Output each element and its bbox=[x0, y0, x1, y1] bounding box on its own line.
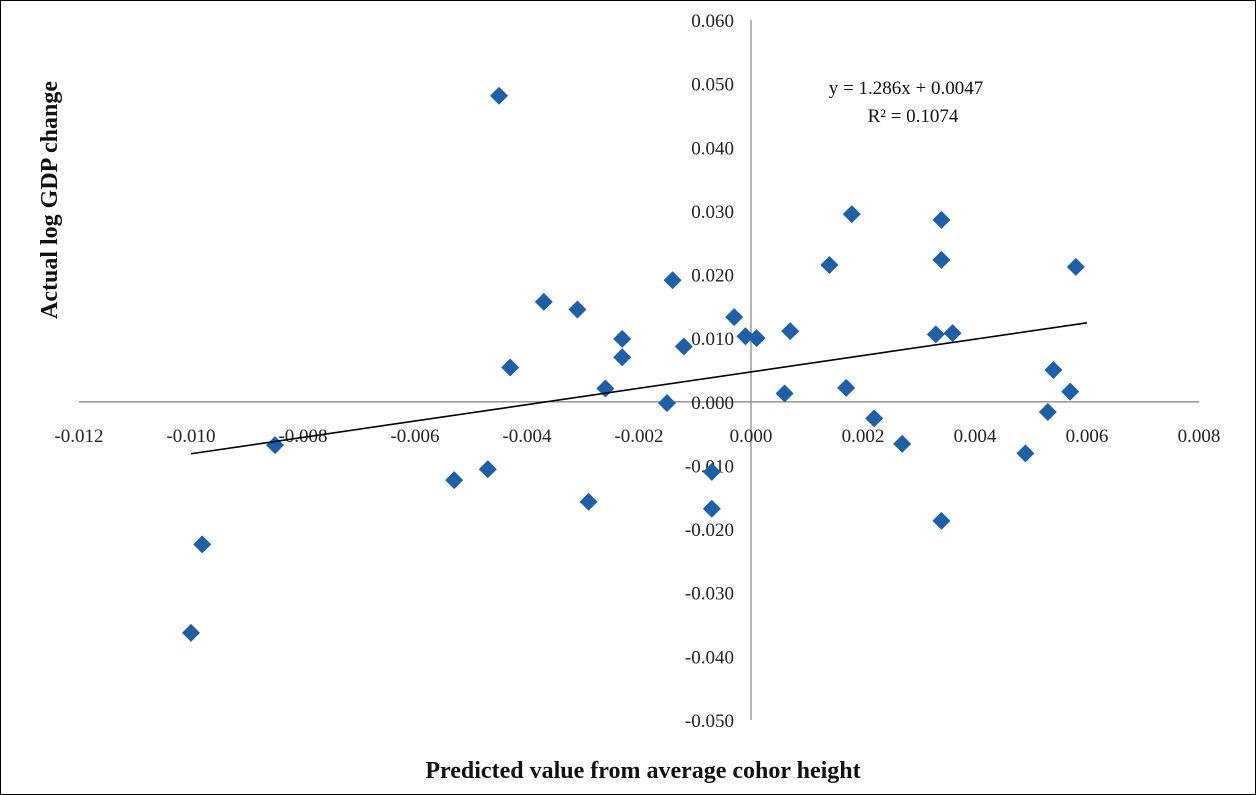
data-point bbox=[736, 327, 755, 346]
data-point bbox=[674, 337, 693, 356]
data-point bbox=[775, 384, 794, 403]
y-tick-labels: 0.0600.0500.0400.0300.0200.0100.000-0.01… bbox=[685, 11, 734, 732]
y-axis-title: Actual log GDP change bbox=[37, 81, 63, 319]
x-tick-label: -0.010 bbox=[166, 426, 215, 447]
data-point bbox=[1044, 361, 1063, 379]
y-tick-label: 0.040 bbox=[691, 138, 734, 159]
data-point bbox=[613, 329, 632, 348]
data-point bbox=[747, 329, 766, 348]
data-point bbox=[445, 471, 464, 490]
data-point bbox=[663, 271, 682, 290]
data-point bbox=[943, 324, 962, 343]
y-tick-label: 0.050 bbox=[691, 75, 734, 96]
x-tick-label: -0.002 bbox=[614, 426, 663, 447]
x-tick-label: 0.006 bbox=[1066, 426, 1109, 447]
data-point bbox=[534, 292, 553, 311]
data-point bbox=[490, 86, 508, 105]
x-tick-label: -0.008 bbox=[278, 426, 327, 447]
data-point bbox=[820, 256, 839, 274]
trendline bbox=[190, 322, 1088, 455]
data-point bbox=[893, 434, 912, 453]
data-point bbox=[1066, 257, 1085, 276]
data-point bbox=[932, 250, 951, 269]
x-tick-label: 0.000 bbox=[730, 426, 773, 447]
data-point bbox=[193, 535, 212, 554]
axes bbox=[79, 20, 1199, 720]
y-tick-label: -0.020 bbox=[685, 520, 734, 541]
data-point bbox=[702, 499, 721, 518]
data-point bbox=[568, 300, 587, 319]
x-tick-labels: -0.012 -0.010 -0.008 -0.006 -0.004 -0.002 0.00… bbox=[54, 426, 1220, 447]
x-axis-title: Predicted value from average cohor heigh… bbox=[425, 758, 860, 784]
y-tick-label: 0.000 bbox=[691, 393, 734, 414]
y-tick-label: 0.010 bbox=[691, 329, 734, 350]
data-point bbox=[932, 511, 951, 530]
data-point bbox=[865, 409, 884, 428]
y-tick-label: -0.050 bbox=[685, 711, 734, 732]
data-point bbox=[1061, 382, 1080, 401]
data-point bbox=[501, 358, 520, 377]
x-tick-label: -0.006 bbox=[390, 426, 439, 447]
data-point bbox=[182, 623, 200, 642]
x-tick-label: -0.004 bbox=[502, 426, 552, 447]
data-point bbox=[1038, 403, 1057, 421]
y-tick-label: -0.030 bbox=[685, 584, 734, 605]
x-tick-label: 0.004 bbox=[954, 426, 997, 447]
data-point bbox=[658, 394, 676, 413]
data-point bbox=[926, 325, 945, 344]
y-tick-label: 0.020 bbox=[691, 266, 734, 287]
data-point bbox=[579, 492, 598, 511]
x-tick-label: 0.002 bbox=[842, 426, 885, 447]
data-point bbox=[837, 378, 856, 397]
trendline-equation: y = 1.286x + 0.0047 bbox=[829, 78, 983, 99]
y-tick-label: 0.060 bbox=[691, 11, 734, 32]
data-point bbox=[613, 348, 632, 367]
x-tick-label: 0.008 bbox=[1178, 426, 1221, 447]
y-tick-label: 0.030 bbox=[691, 202, 734, 223]
data-points bbox=[182, 86, 1085, 642]
data-point bbox=[478, 460, 497, 479]
trendline-r-squared: R² = 0.1074 bbox=[868, 106, 959, 127]
data-point bbox=[1016, 444, 1035, 463]
y-tick-label: -0.040 bbox=[685, 647, 734, 668]
data-point bbox=[702, 462, 721, 481]
data-point bbox=[932, 210, 951, 229]
x-tick-label: -0.012 bbox=[54, 426, 103, 447]
data-point bbox=[781, 322, 800, 341]
data-point bbox=[725, 308, 744, 327]
data-point bbox=[842, 205, 861, 224]
